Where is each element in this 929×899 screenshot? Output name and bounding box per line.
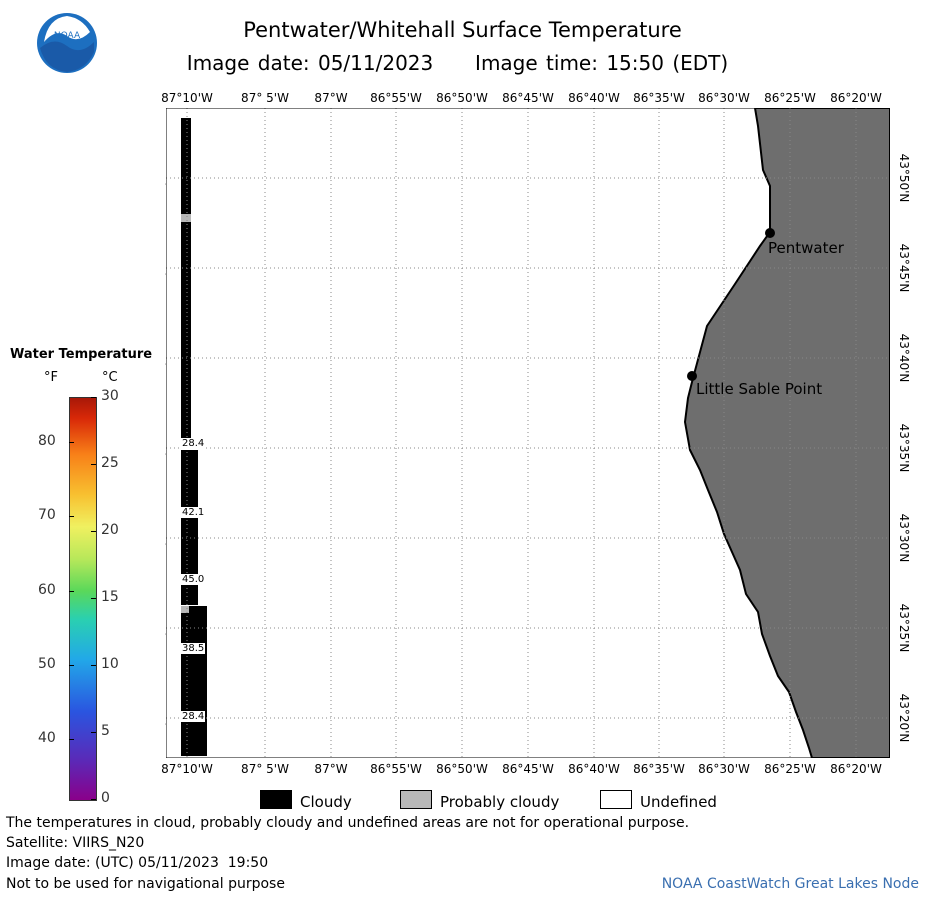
lon-label-bottom: 87°W — [314, 762, 348, 776]
lat-label-right: 43°25'N — [897, 603, 911, 653]
lon-label-top: 87°10'W — [161, 91, 213, 105]
colorbar-title: Water Temperature — [10, 347, 153, 362]
lat-label-right: 43°35'N — [897, 423, 911, 473]
pentwater-label: Pentwater — [768, 239, 845, 257]
lon-label-bottom: 86°25'W — [764, 762, 816, 776]
probably-cloudy-patch — [181, 214, 191, 222]
fahrenheit-tick — [69, 739, 74, 741]
cloud-strip-upper — [181, 118, 191, 440]
lon-label-top: 86°35'W — [633, 91, 685, 105]
lon-label-top: 86°30'W — [698, 91, 750, 105]
lon-label-top: 86°20'W — [830, 91, 882, 105]
probably-cloudy-patch-2 — [181, 606, 189, 613]
noaa-logo: NOAA — [37, 13, 97, 73]
lon-label-top: 86°45'W — [502, 91, 554, 105]
temp-value-1: 28.4 — [181, 438, 206, 449]
legend-cloudy-swatch — [260, 790, 292, 809]
temp-value-2: 42.1 — [181, 507, 206, 518]
footer-satellite: Satellite: VIIRS_N20 — [6, 835, 145, 851]
footer-credit: NOAA CoastWatch Great Lakes Node — [661, 876, 919, 892]
logo-text: NOAA — [54, 31, 81, 41]
lon-label-bottom: 86°35'W — [633, 762, 685, 776]
colorbar-unit-c: °C — [102, 370, 118, 385]
lon-label-top: 86°55'W — [370, 91, 422, 105]
lat-label-right: 43°50'N — [897, 153, 911, 203]
celsius-tick — [91, 397, 96, 398]
fahrenheit-tick-label: 60 — [38, 581, 56, 598]
legend-undefined-swatch — [600, 790, 632, 809]
map-subtitle: Image date: 05/11/2023 Image time: 15:50… — [186, 51, 729, 75]
lon-label-bottom: 86°30'W — [698, 762, 750, 776]
pentwater-marker — [765, 228, 775, 238]
lat-label-right: 43°30'N — [897, 513, 911, 563]
lon-label-top: 86°25'W — [764, 91, 816, 105]
little-sable-point-label: Little Sable Point — [696, 380, 822, 398]
temp-value-5: 28.4 — [181, 711, 206, 722]
celsius-tick-label: 30 — [101, 388, 119, 404]
lat-label-right: 43°45'N — [897, 243, 911, 293]
celsius-tick-label: 15 — [101, 589, 119, 605]
lon-label-bottom: 86°20'W — [830, 762, 882, 776]
colorbar-unit-f: °F — [44, 370, 58, 385]
celsius-tick — [91, 598, 96, 599]
fahrenheit-tick — [69, 665, 74, 666]
fahrenheit-tick-label: 40 — [38, 730, 56, 747]
legend-probably-cloudy-label: Probably cloudy — [440, 793, 560, 811]
map-title: Pentwater/Whitehall Surface Temperature — [243, 18, 682, 42]
celsius-tick-label: 10 — [101, 656, 119, 672]
fahrenheit-tick — [69, 590, 74, 592]
celsius-tick-label: 0 — [101, 790, 110, 806]
legend-probably-cloudy-swatch — [400, 790, 432, 809]
lat-lon-grid — [166, 108, 890, 758]
lon-label-top: 87° 5'W — [241, 91, 289, 105]
footer-navigation-note: Not to be used for navigational purpose — [6, 876, 285, 892]
fahrenheit-tick-label: 50 — [38, 656, 56, 672]
celsius-tick-label: 5 — [101, 723, 110, 739]
fahrenheit-tick-label: 80 — [38, 432, 56, 449]
cloud-strip-lower — [181, 606, 207, 756]
little-sable-point-marker — [687, 371, 697, 381]
land-area — [683, 108, 890, 758]
celsius-tick-label: 25 — [101, 455, 119, 471]
celsius-tick — [91, 732, 96, 733]
lat-label-right: 43°40'N — [897, 333, 911, 383]
lon-label-top: 86°40'W — [568, 91, 620, 105]
celsius-tick — [91, 464, 96, 465]
temp-value-3: 45.0 — [181, 574, 206, 585]
footer-disclaimer: The temperatures in cloud, probably clou… — [6, 815, 690, 831]
legend-undefined-label: Undefined — [640, 793, 717, 811]
lon-label-bottom: 86°55'W — [370, 762, 422, 776]
celsius-tick — [91, 799, 96, 800]
lat-label-right: 43°20'N — [897, 693, 911, 743]
celsius-tick-label: 20 — [101, 522, 119, 538]
footer-image-date: Image date: (UTC) 05/11/2023 19:50 — [6, 855, 269, 871]
celsius-tick — [91, 665, 96, 666]
fahrenheit-tick — [69, 516, 74, 518]
lon-label-bottom: 86°45'W — [502, 762, 554, 776]
lon-label-top: 87°W — [314, 91, 348, 105]
lon-label-bottom: 87°10'W — [161, 762, 213, 776]
lon-label-bottom: 86°50'W — [436, 762, 488, 776]
legend-cloudy-label: Cloudy — [300, 793, 352, 811]
lon-label-top: 86°50'W — [436, 91, 488, 105]
celsius-tick — [91, 531, 96, 532]
temp-value-4: 38.5 — [181, 643, 206, 654]
lon-label-bottom: 87° 5'W — [241, 762, 289, 776]
cloud-strip-middle — [181, 450, 198, 605]
lon-label-bottom: 86°40'W — [568, 762, 620, 776]
map-canvas: Pentwater Little Sable Point — [166, 108, 890, 758]
fahrenheit-tick — [69, 441, 74, 443]
fahrenheit-tick-label: 70 — [38, 507, 56, 524]
